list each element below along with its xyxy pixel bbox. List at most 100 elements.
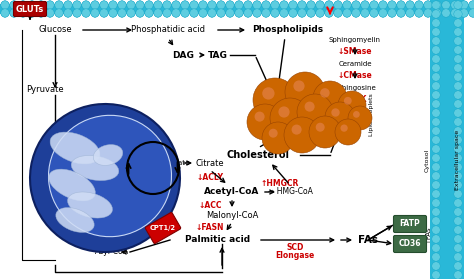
Text: CD36: CD36 xyxy=(399,239,421,249)
Circle shape xyxy=(451,9,459,17)
Circle shape xyxy=(325,9,333,17)
Circle shape xyxy=(82,1,90,9)
Circle shape xyxy=(262,87,274,100)
Circle shape xyxy=(285,72,325,112)
Circle shape xyxy=(432,145,440,153)
Circle shape xyxy=(432,154,440,162)
Ellipse shape xyxy=(68,192,112,218)
Circle shape xyxy=(388,9,396,17)
Ellipse shape xyxy=(50,132,100,164)
Circle shape xyxy=(280,1,288,9)
Circle shape xyxy=(208,1,216,9)
Circle shape xyxy=(235,9,243,17)
Circle shape xyxy=(10,9,18,17)
Circle shape xyxy=(46,9,54,17)
Circle shape xyxy=(1,9,9,17)
Circle shape xyxy=(343,9,351,17)
Circle shape xyxy=(262,122,294,154)
FancyBboxPatch shape xyxy=(393,215,427,232)
Circle shape xyxy=(469,1,474,9)
Circle shape xyxy=(454,91,462,99)
Circle shape xyxy=(432,136,440,144)
Circle shape xyxy=(163,9,171,17)
Circle shape xyxy=(454,271,462,279)
Circle shape xyxy=(109,1,117,9)
Circle shape xyxy=(154,9,162,17)
Circle shape xyxy=(397,9,405,17)
Circle shape xyxy=(353,111,360,118)
Circle shape xyxy=(109,9,117,17)
Circle shape xyxy=(109,9,117,17)
Circle shape xyxy=(370,1,378,9)
Circle shape xyxy=(28,1,36,9)
Circle shape xyxy=(37,9,45,17)
Circle shape xyxy=(370,9,378,17)
Circle shape xyxy=(136,1,144,9)
Circle shape xyxy=(55,1,63,9)
Circle shape xyxy=(298,1,306,9)
Text: FAO: FAO xyxy=(72,203,93,213)
Circle shape xyxy=(284,117,320,153)
Circle shape xyxy=(46,1,54,9)
Circle shape xyxy=(406,9,414,17)
Circle shape xyxy=(244,1,252,9)
Circle shape xyxy=(424,1,432,9)
Circle shape xyxy=(348,106,372,130)
Ellipse shape xyxy=(49,169,95,201)
Circle shape xyxy=(432,271,440,279)
Circle shape xyxy=(454,163,462,171)
Circle shape xyxy=(172,1,180,9)
Circle shape xyxy=(199,1,207,9)
Circle shape xyxy=(460,9,468,17)
Text: ↓SPK: ↓SPK xyxy=(343,95,367,105)
Circle shape xyxy=(10,9,18,17)
Circle shape xyxy=(379,1,387,9)
Circle shape xyxy=(442,9,450,17)
Circle shape xyxy=(406,1,414,9)
Circle shape xyxy=(190,1,198,9)
Circle shape xyxy=(37,1,45,9)
Circle shape xyxy=(269,129,278,138)
Circle shape xyxy=(244,9,252,17)
Circle shape xyxy=(316,1,324,9)
Circle shape xyxy=(432,172,440,180)
Circle shape xyxy=(64,1,72,9)
Text: Malonyl-CoA: Malonyl-CoA xyxy=(206,211,258,220)
Circle shape xyxy=(82,9,90,17)
Circle shape xyxy=(433,9,441,17)
Circle shape xyxy=(55,9,63,17)
Circle shape xyxy=(352,9,360,17)
Circle shape xyxy=(100,9,108,17)
Circle shape xyxy=(307,1,315,9)
Circle shape xyxy=(415,9,423,17)
FancyBboxPatch shape xyxy=(0,4,474,14)
Circle shape xyxy=(10,1,18,9)
Circle shape xyxy=(454,37,462,45)
Circle shape xyxy=(28,9,36,17)
Circle shape xyxy=(432,217,440,225)
Text: ↓FASN: ↓FASN xyxy=(196,223,224,232)
Circle shape xyxy=(118,9,126,17)
Circle shape xyxy=(352,9,360,17)
Circle shape xyxy=(46,1,54,9)
Circle shape xyxy=(208,1,216,9)
Circle shape xyxy=(424,1,432,9)
Circle shape xyxy=(432,208,440,216)
Circle shape xyxy=(454,208,462,216)
Circle shape xyxy=(298,9,306,17)
Circle shape xyxy=(217,1,225,9)
Circle shape xyxy=(217,9,225,17)
Circle shape xyxy=(432,10,440,18)
Text: Acetyl-CoA: Acetyl-CoA xyxy=(108,160,148,166)
Circle shape xyxy=(280,9,288,17)
Circle shape xyxy=(433,1,441,9)
Circle shape xyxy=(454,10,462,18)
Circle shape xyxy=(469,9,474,17)
Text: ↓ACLY: ↓ACLY xyxy=(197,174,224,182)
Circle shape xyxy=(199,9,207,17)
Circle shape xyxy=(37,1,45,9)
Circle shape xyxy=(454,199,462,207)
Circle shape xyxy=(190,1,198,9)
Circle shape xyxy=(442,1,450,9)
Text: Ceramide: Ceramide xyxy=(338,61,372,67)
